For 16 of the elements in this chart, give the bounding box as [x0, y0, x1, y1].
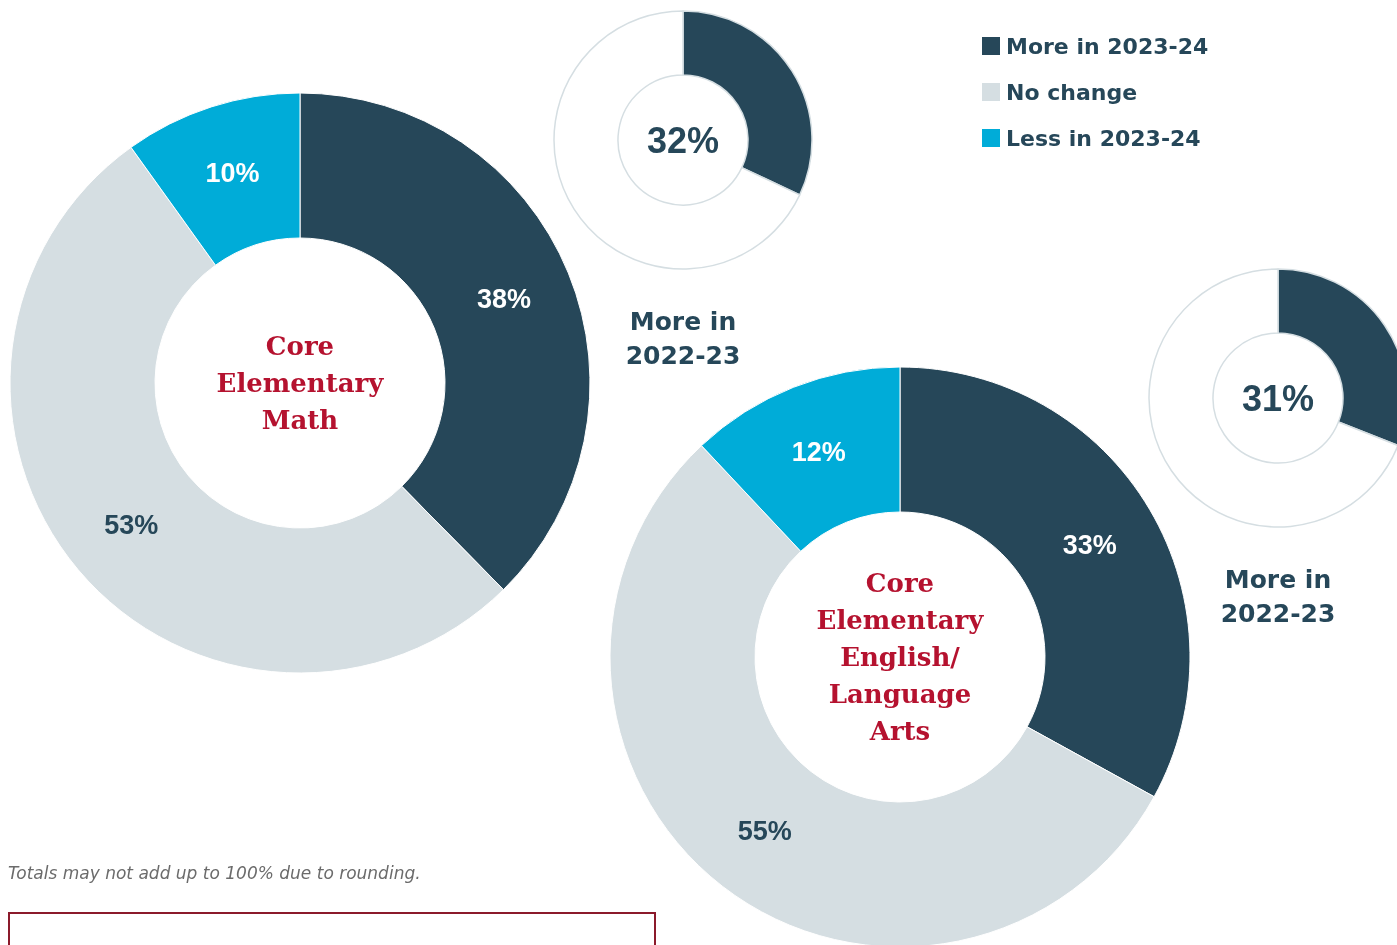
- data-label: 32%: [646, 119, 720, 161]
- legend-label: More in 2023-24: [1006, 33, 1209, 59]
- text: More in 2022-23: [624, 306, 742, 372]
- data-label: 38%: [477, 284, 532, 315]
- text: More in 2022-23: [1219, 564, 1337, 630]
- text: Core Elementary Math: [215, 329, 385, 437]
- text: Totals may not add up to 100% due to rounding.: [8, 862, 421, 883]
- text: Core Elementary English/ Language Arts: [815, 566, 985, 748]
- data-label: 33%: [1062, 529, 1117, 560]
- data-label: 53%: [104, 510, 159, 541]
- data-label: 10%: [205, 158, 260, 189]
- data-label: 12%: [791, 436, 846, 467]
- legend-label: Less in 2023-24: [1006, 125, 1201, 151]
- data-label: 31%: [1241, 377, 1315, 419]
- legend-label: No change: [1006, 79, 1138, 105]
- data-label: 55%: [737, 816, 792, 847]
